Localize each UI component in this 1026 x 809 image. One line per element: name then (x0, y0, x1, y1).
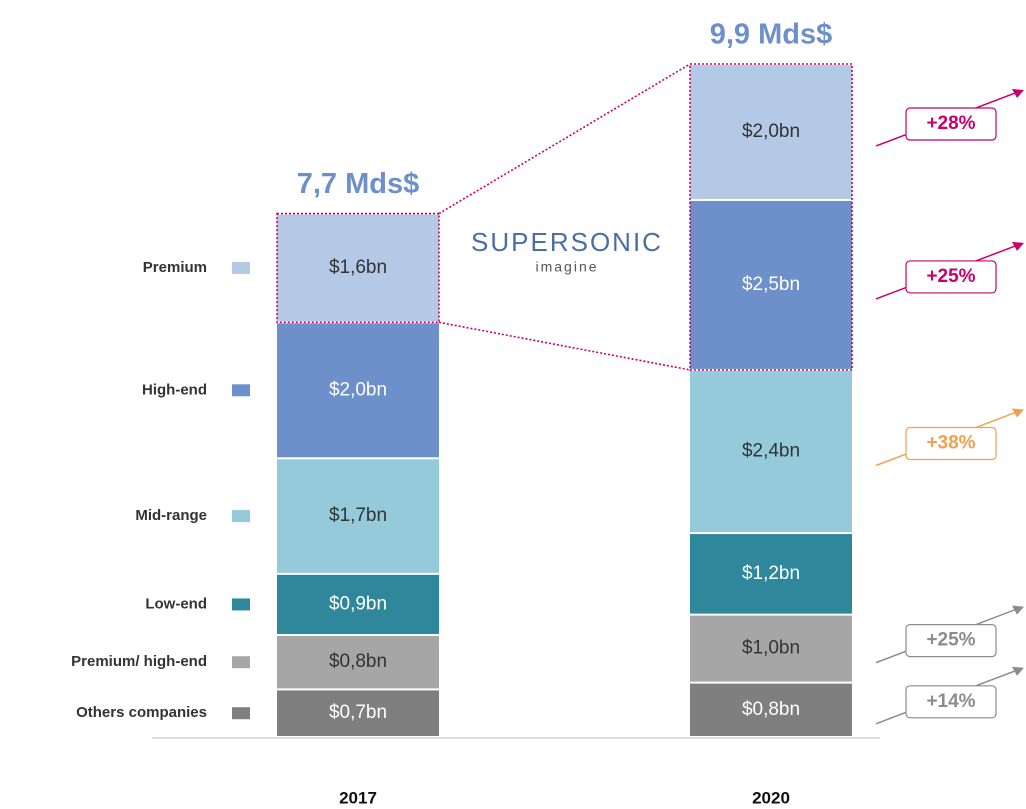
growth-arrowhead (1012, 241, 1024, 251)
legend-label: Low-end (145, 595, 207, 612)
value-label: $2,5bn (742, 274, 800, 295)
bar-segment (277, 636, 439, 689)
bar-segment (690, 200, 852, 369)
logo-tagline: imagine (535, 259, 598, 275)
value-label: $2,0bn (329, 379, 387, 400)
growth-arrowhead (1012, 666, 1024, 676)
growth-box (905, 426, 997, 461)
legend-label: Mid-range (135, 507, 207, 524)
legend-swatch (232, 598, 250, 611)
legend-swatch (232, 261, 250, 274)
bar-segment (690, 65, 852, 199)
value-label: $1,2bn (742, 563, 800, 584)
value-label: $0,9bn (329, 593, 387, 614)
value-label: $2,4bn (742, 441, 800, 462)
growth-arrowhead (1012, 88, 1024, 98)
growth-arrowhead (1012, 408, 1024, 418)
x-tick-label: 2017 (339, 788, 377, 807)
value-label: $1,7bn (329, 505, 387, 526)
highlight-box (276, 212, 440, 324)
legend-swatch (232, 707, 250, 720)
bar-segment (690, 370, 852, 533)
highlight-link (438, 63, 691, 215)
value-label: $0,7bn (329, 702, 387, 723)
growth-box (905, 260, 997, 294)
bar-segment (690, 534, 852, 614)
value-label: $1,6bn (329, 257, 387, 278)
growth-label: +38% (926, 433, 975, 454)
total-label: 9,9 Mds$ (710, 19, 833, 51)
logo-name: SUPERSONIC (471, 227, 663, 257)
bar-segment (277, 459, 439, 573)
value-label: $2,0bn (742, 121, 800, 142)
total-label: 7,7 Mds$ (297, 168, 420, 200)
highlight-box (689, 63, 853, 371)
legend-label: Others companies (76, 704, 207, 721)
bar-segment (277, 690, 439, 736)
legend-label: High-end (142, 381, 207, 398)
value-label: $1,0bn (742, 638, 800, 659)
value-label: $0,8bn (742, 699, 800, 720)
growth-label: +25% (926, 266, 975, 287)
bar-segment (690, 615, 852, 682)
growth-label: +28% (926, 113, 975, 134)
growth-arrowhead (1012, 605, 1024, 615)
legend-swatch (232, 384, 250, 397)
growth-box (905, 624, 997, 658)
highlight-link (438, 321, 691, 371)
bar-segment (277, 323, 439, 458)
bar-segment (277, 574, 439, 635)
growth-box (905, 107, 997, 141)
legend-swatch (232, 510, 250, 523)
value-label: $0,8bn (329, 651, 387, 672)
growth-label: +14% (926, 691, 975, 712)
x-tick-label: 2020 (752, 788, 790, 807)
growth-label: +25% (926, 630, 975, 651)
growth-box (905, 685, 997, 719)
legend-label: Premium/ high-end (71, 653, 207, 670)
legend-swatch (232, 656, 250, 669)
bar-segment (690, 683, 852, 736)
legend-label: Premium (143, 259, 207, 276)
bar-segment (277, 214, 439, 322)
